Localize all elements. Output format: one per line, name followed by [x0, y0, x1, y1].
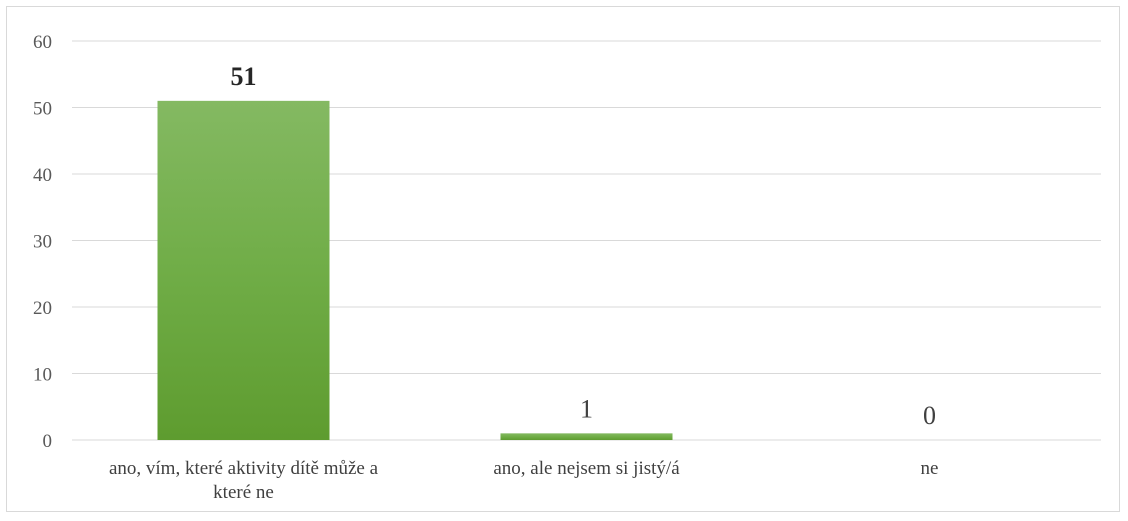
data-labels: 51 1 0	[231, 62, 937, 430]
bar	[157, 100, 330, 440]
y-tick-label: 60	[33, 32, 52, 53]
bar	[500, 433, 673, 440]
bars	[157, 100, 673, 440]
data-label: 51	[231, 62, 257, 91]
y-tick-label: 50	[33, 99, 52, 120]
y-tick-label: 30	[33, 232, 52, 253]
y-tick-label: 0	[43, 431, 53, 452]
data-label: 1	[580, 394, 593, 423]
category-label: ano, ale nejsem si jistý/á	[493, 458, 680, 479]
y-tick-label: 40	[33, 165, 52, 186]
category-label: ano, vím, které aktivity dítě může a kter…	[109, 458, 379, 503]
y-tick-label: 20	[33, 298, 52, 319]
data-label: 0	[923, 401, 936, 430]
y-tick-label: 10	[33, 365, 52, 386]
category-label: ne	[921, 458, 939, 479]
category-labels: ano, vím, které aktivity dítě může a kter…	[109, 458, 939, 503]
y-axis-tick-labels: 0 10 20 30 40 50 60	[33, 32, 52, 452]
